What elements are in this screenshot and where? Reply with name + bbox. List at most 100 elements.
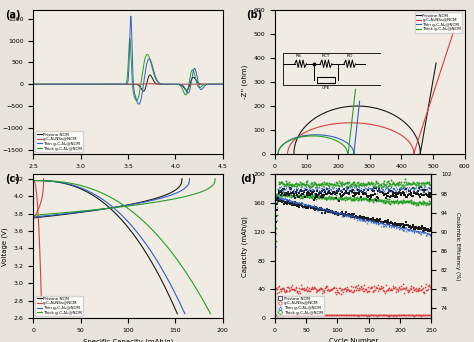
Point — [375, 312, 383, 318]
Point — [346, 194, 354, 199]
Point — [388, 193, 396, 199]
Point — [312, 287, 319, 292]
Point — [408, 198, 415, 203]
Point — [359, 217, 367, 222]
Point — [291, 192, 298, 197]
Point — [410, 230, 418, 235]
Point — [371, 217, 379, 222]
Point — [395, 226, 402, 232]
Point — [424, 181, 432, 186]
Point — [286, 192, 294, 197]
Point — [418, 231, 425, 237]
Point — [361, 185, 369, 190]
Point — [373, 190, 381, 196]
Point — [410, 180, 418, 186]
Point — [287, 312, 295, 318]
Point — [347, 188, 355, 194]
Point — [293, 200, 301, 206]
Point — [374, 196, 381, 201]
Point — [318, 312, 325, 317]
Point — [392, 192, 400, 198]
Point — [285, 192, 292, 198]
Point — [346, 190, 353, 196]
Point — [327, 208, 334, 213]
Point — [416, 200, 424, 205]
Point — [349, 312, 357, 317]
Point — [312, 289, 320, 294]
Point — [416, 183, 424, 189]
Point — [318, 206, 325, 212]
Point — [307, 181, 314, 186]
Point — [318, 185, 326, 190]
Point — [346, 213, 354, 219]
Point — [300, 182, 308, 188]
Point — [384, 185, 392, 191]
Point — [324, 205, 331, 211]
Point — [342, 313, 349, 318]
Point — [311, 205, 319, 210]
Point — [332, 210, 340, 215]
Point — [347, 183, 355, 188]
Point — [295, 204, 302, 210]
Point — [365, 289, 373, 294]
Point — [285, 200, 293, 206]
Point — [360, 181, 367, 187]
Point — [401, 185, 408, 190]
Point — [366, 286, 374, 291]
Point — [290, 200, 298, 205]
Point — [382, 282, 390, 288]
Point — [273, 204, 281, 209]
Point — [314, 185, 321, 190]
Point — [426, 284, 434, 290]
Point — [404, 313, 412, 318]
X-axis label: Potential (V): Potential (V) — [107, 174, 149, 181]
Point — [306, 194, 314, 200]
Point — [349, 187, 357, 193]
Point — [410, 287, 418, 292]
Point — [276, 192, 284, 197]
Point — [406, 286, 414, 291]
Point — [379, 222, 387, 227]
Point — [379, 190, 386, 196]
Point — [304, 205, 312, 210]
Point — [355, 288, 363, 293]
Point — [310, 191, 318, 196]
Point — [357, 181, 365, 186]
Point — [317, 192, 324, 197]
Point — [398, 200, 406, 206]
Point — [368, 185, 376, 191]
Point — [371, 188, 378, 194]
Point — [347, 197, 355, 202]
Point — [292, 190, 300, 195]
Point — [310, 206, 318, 211]
Point — [394, 200, 402, 206]
Point — [333, 196, 341, 201]
Point — [331, 210, 339, 215]
Point — [342, 194, 349, 200]
Point — [294, 313, 302, 318]
Point — [329, 182, 337, 187]
Point — [350, 184, 357, 189]
Point — [329, 196, 337, 202]
Point — [417, 182, 425, 188]
Point — [388, 200, 396, 205]
Point — [428, 227, 435, 233]
Point — [314, 205, 321, 210]
Point — [381, 183, 389, 188]
Point — [401, 313, 409, 318]
Point — [280, 184, 287, 189]
Point — [328, 191, 336, 197]
Point — [374, 312, 382, 318]
Point — [397, 226, 404, 231]
Point — [278, 188, 286, 193]
Point — [295, 200, 302, 206]
Point — [306, 186, 313, 192]
Point — [353, 194, 361, 199]
Point — [273, 195, 281, 201]
Point — [419, 201, 427, 207]
Point — [404, 181, 412, 186]
Point — [321, 286, 329, 291]
Point — [369, 181, 376, 186]
Point — [294, 289, 301, 294]
Point — [371, 287, 378, 293]
